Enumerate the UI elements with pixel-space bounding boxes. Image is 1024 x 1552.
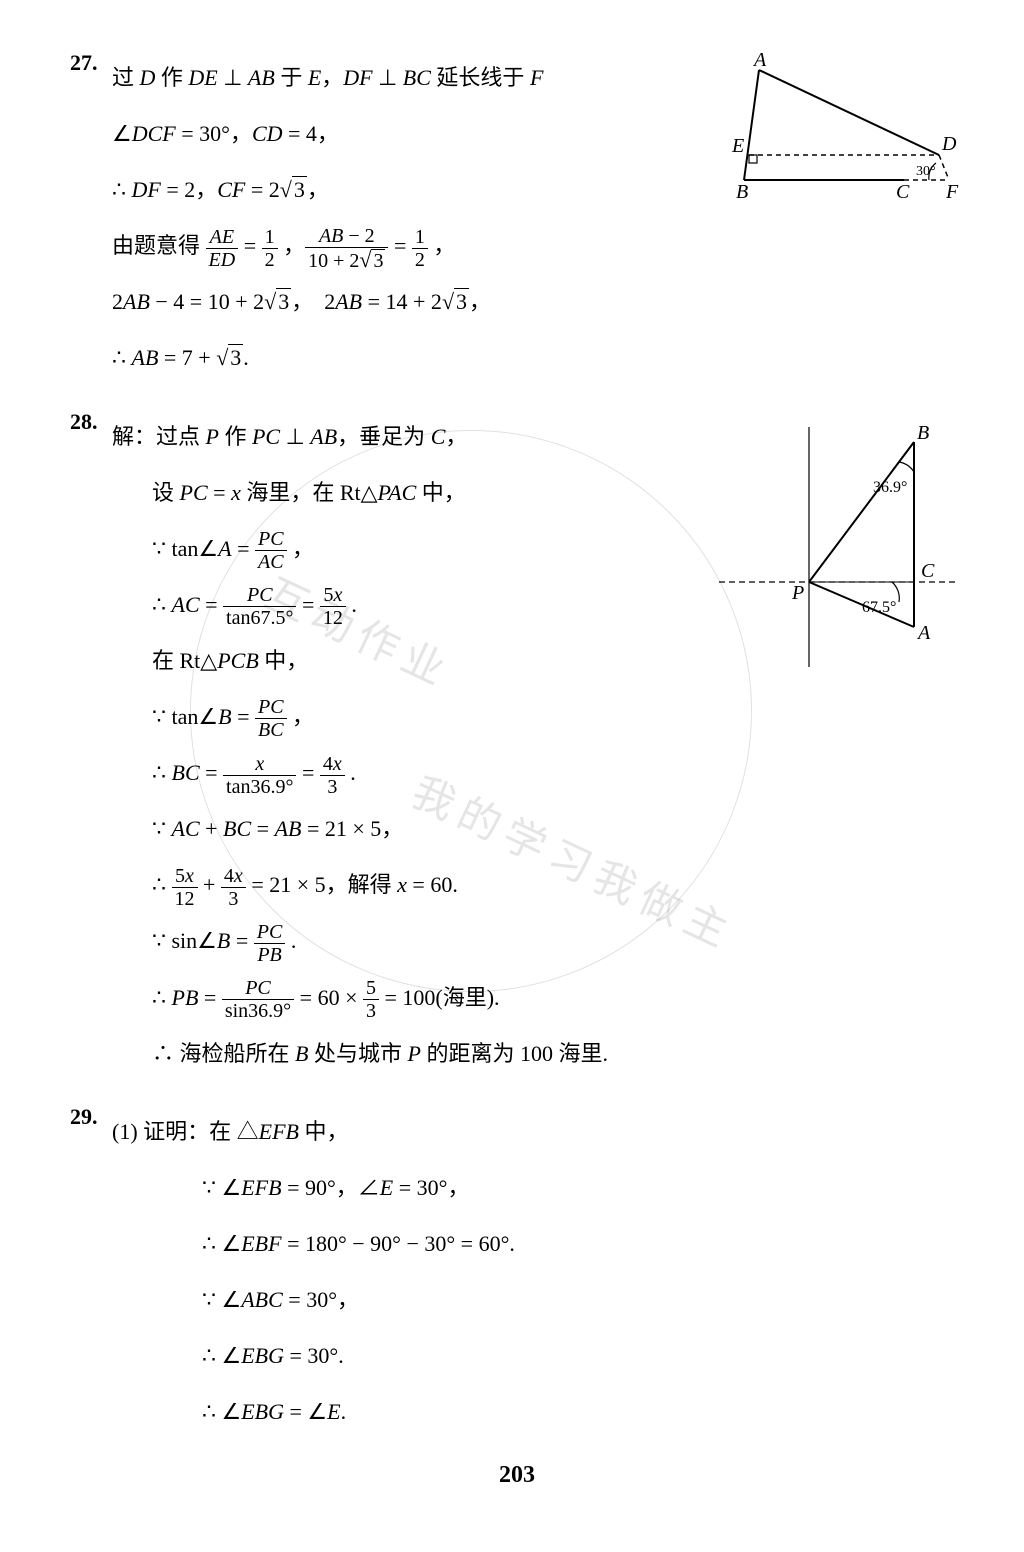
p29-line-2: ∴ ∠EBF = 180° − 90° − 30° = 60°. xyxy=(112,1216,872,1272)
fig27-label-D: D xyxy=(941,133,957,155)
page-container: 27. 过 D 作 DE ⊥ AB 于 E，DF ⊥ BC 延长线于 F ∠DC… xyxy=(0,0,1024,1519)
problem-29: 29. (1) 证明：在 △EFB 中， ∵ ∠EFB = 90°，∠E = 3… xyxy=(70,1104,964,1441)
p29-line-1: ∵ ∠EFB = 90°，∠E = 30°， xyxy=(112,1160,872,1216)
figure-27-svg: A E D B C F 30° xyxy=(724,50,964,210)
p27-line-2: ∠DCF = 30°，CD = 4， xyxy=(112,106,652,162)
fig28-ang2: 67.5° xyxy=(862,599,896,616)
p28-line-7: ∴ BC = xtan36.9° = 4x3 . xyxy=(112,745,652,801)
p28-line-12: ∴ 海检船所在 B 处与城市 P 的距离为 100 海里. xyxy=(112,1026,652,1082)
p29-line-4: ∴ ∠EBG = 30°. xyxy=(112,1328,872,1384)
p29-line-3: ∵ ∠ABC = 30°， xyxy=(112,1272,872,1328)
p28-line-8: ∵ AC + BC = AB = 21 × 5， xyxy=(112,801,652,857)
p28-line-11: ∴ PB = PCsin36.9° = 60 × 53 = 100(海里). xyxy=(112,970,652,1026)
page-number: 203 xyxy=(70,1462,964,1489)
p27-line-3: ∴ DF = 2，CF = 23， xyxy=(112,162,652,218)
p27-line-1: 过 D 作 DE ⊥ AB 于 E，DF ⊥ BC 延长线于 F xyxy=(112,50,652,106)
fig27-angle: 30° xyxy=(916,164,936,179)
p28-line-3: ∵ tan∠A = PCAC ， xyxy=(112,521,652,577)
fig27-label-F: F xyxy=(945,181,959,203)
p27-line-6: ∴ AB = 7 + 3. xyxy=(112,330,652,386)
problem-29-content: (1) 证明：在 △EFB 中， ∵ ∠EFB = 90°，∠E = 30°， … xyxy=(112,1104,872,1441)
problem-number-27: 27. xyxy=(70,50,108,76)
figure-28-svg: B C P A 36.9° 67.5° xyxy=(714,417,964,677)
problem-28: 28. 解：过点 P 作 PC ⊥ AB，垂足为 C， 设 PC = x 海里，… xyxy=(70,409,964,1082)
p28-line-1: 解：过点 P 作 PC ⊥ AB，垂足为 C， xyxy=(112,409,652,465)
problem-27-content: 过 D 作 DE ⊥ AB 于 E，DF ⊥ BC 延长线于 F ∠DCF = … xyxy=(112,50,652,387)
problem-number-29: 29. xyxy=(70,1104,108,1130)
fig27-label-E: E xyxy=(731,135,744,157)
p28-line-10: ∵ sin∠B = PCPB . xyxy=(112,913,652,969)
p28-line-4: ∴ AC = PCtan67.5° = 5x12 . xyxy=(112,577,652,633)
figure-27: A E D B C F 30° xyxy=(724,50,964,215)
problem-28-content: 解：过点 P 作 PC ⊥ AB，垂足为 C， 设 PC = x 海里，在 Rt… xyxy=(112,409,652,1082)
p27-line-4: 由题意得 AEED = 12 ，AB − 210 + 23 = 12 ， xyxy=(112,218,652,274)
p27-line-5: 2AB − 4 = 10 + 23， 2AB = 14 + 23， xyxy=(112,274,652,330)
fig28-ang1: 36.9° xyxy=(873,479,907,496)
fig28-label-A: A xyxy=(916,622,931,644)
fig28-label-C: C xyxy=(921,560,935,582)
fig27-label-A: A xyxy=(752,50,767,71)
p29-line-5: ∴ ∠EBG = ∠E. xyxy=(112,1384,872,1440)
p28-line-5: 在 Rt△PCB 中， xyxy=(112,633,652,689)
fig28-label-B: B xyxy=(917,422,929,444)
p28-line-9: ∴ 5x12 + 4x3 = 21 × 5，解得 x = 60. xyxy=(112,857,652,913)
p28-line-2: 设 PC = x 海里，在 Rt△PAC 中， xyxy=(112,465,652,521)
fig27-label-C: C xyxy=(896,181,910,203)
p28-line-6: ∵ tan∠B = PCBC ， xyxy=(112,689,652,745)
problem-number-28: 28. xyxy=(70,409,108,435)
p29-head: (1) 证明：在 △EFB 中， xyxy=(112,1104,872,1160)
problem-27: 27. 过 D 作 DE ⊥ AB 于 E，DF ⊥ BC 延长线于 F ∠DC… xyxy=(70,50,964,387)
figure-28: B C P A 36.9° 67.5° xyxy=(714,417,964,682)
fig27-label-B: B xyxy=(736,181,748,203)
fig28-label-P: P xyxy=(791,582,804,604)
